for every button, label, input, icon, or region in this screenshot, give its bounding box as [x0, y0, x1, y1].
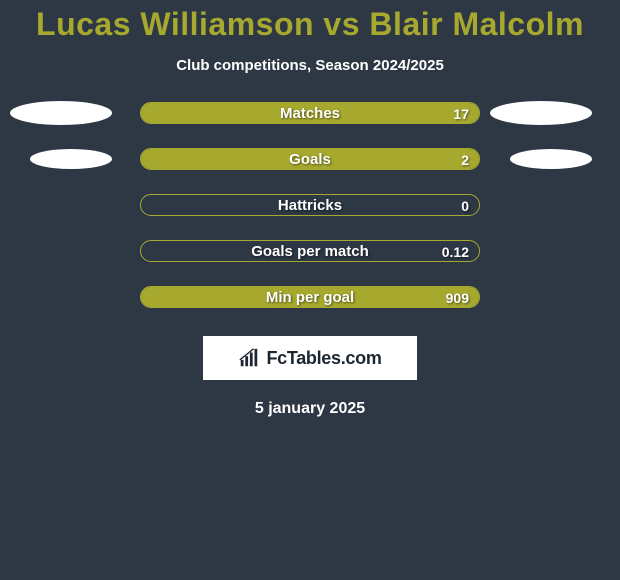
stats-list: Matches17 Goals2 Hattricks0 Goals per match…: [0, 102, 620, 308]
chart-icon: [238, 347, 260, 369]
player2-marker: [490, 101, 592, 125]
brand-badge[interactable]: FcTables.com: [203, 336, 417, 380]
player2-marker: [510, 149, 592, 169]
player1-marker: [30, 149, 112, 169]
stat-bar-fill-right: [141, 149, 479, 169]
stat-bar: Goals2: [140, 148, 480, 170]
stat-bar: Hattricks0: [140, 194, 480, 216]
stat-bar: Min per goal909: [140, 286, 480, 308]
title-vs: vs: [314, 6, 369, 42]
stat-row: Min per goal909: [0, 286, 620, 308]
date-text: 5 january 2025: [0, 400, 620, 418]
stat-label: Goals per match: [141, 241, 479, 262]
stat-row: Matches17: [0, 102, 620, 124]
stat-value-right: 0.12: [442, 241, 469, 262]
stat-bar-fill-right: [141, 103, 479, 123]
comparison-card: Lucas Williamson vs Blair Malcolm Club c…: [0, 0, 620, 418]
page-title: Lucas Williamson vs Blair Malcolm: [0, 6, 620, 43]
title-player2: Blair Malcolm: [369, 6, 584, 42]
stat-bar-fill-right: [141, 287, 479, 307]
stat-row: Hattricks0: [0, 194, 620, 216]
stat-row: Goals per match0.12: [0, 240, 620, 262]
stat-value-right: 0: [461, 195, 469, 216]
title-player1: Lucas Williamson: [36, 6, 314, 42]
stat-bar: Matches17: [140, 102, 480, 124]
stat-row: Goals2: [0, 148, 620, 170]
brand-text: FcTables.com: [266, 348, 381, 369]
player1-marker: [10, 101, 112, 125]
stat-label: Hattricks: [141, 195, 479, 216]
subtitle: Club competitions, Season 2024/2025: [0, 57, 620, 74]
stat-bar: Goals per match0.12: [140, 240, 480, 262]
